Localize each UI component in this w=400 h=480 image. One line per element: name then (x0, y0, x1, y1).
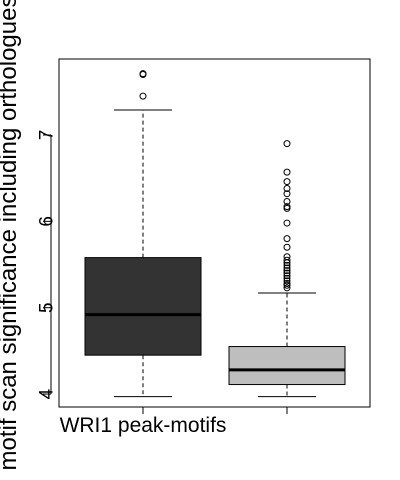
outlier-point (283, 253, 291, 261)
outlier-point (283, 140, 291, 148)
outlier-point (283, 219, 291, 227)
outlier-point (283, 277, 291, 285)
box-group-1 (84, 70, 202, 398)
outlier-point (283, 235, 291, 243)
interquartile-box (84, 257, 202, 356)
y-tick-label: 7 (37, 130, 58, 141)
x-tick-label: WRI1 peak-motifs (60, 414, 227, 437)
outlier-point (283, 190, 291, 198)
outlier-point (283, 269, 291, 277)
outlier-point (283, 264, 291, 272)
outlier-point (283, 168, 291, 176)
y-axis: 4 5 6 7 (37, 130, 58, 400)
box-group-2 (228, 140, 346, 398)
outlier-point (283, 272, 291, 280)
outlier-point (283, 203, 291, 211)
outlier-point (283, 256, 291, 264)
outlier-point (283, 261, 291, 269)
y-tick-label: 5 (37, 302, 58, 313)
plot-frame (58, 58, 371, 408)
outlier-point (283, 178, 291, 186)
outlier-point (283, 274, 291, 282)
outlier-point (283, 284, 291, 292)
interquartile-box (228, 346, 346, 386)
outlier-point (283, 197, 291, 205)
y-tick-label: 6 (37, 216, 58, 227)
y-tick-label: 4 (37, 388, 58, 399)
outlier-point (139, 92, 147, 100)
outlier-point (283, 185, 291, 193)
outlier-point (283, 280, 291, 288)
outlier-point (139, 70, 147, 78)
plot-marks (84, 70, 346, 398)
x-axis: WRI1 peak-motifs (60, 407, 288, 437)
outlier-point (283, 267, 291, 275)
outlier-point (283, 243, 291, 251)
y-axis-label: motif scan significance including orthol… (0, 0, 22, 470)
